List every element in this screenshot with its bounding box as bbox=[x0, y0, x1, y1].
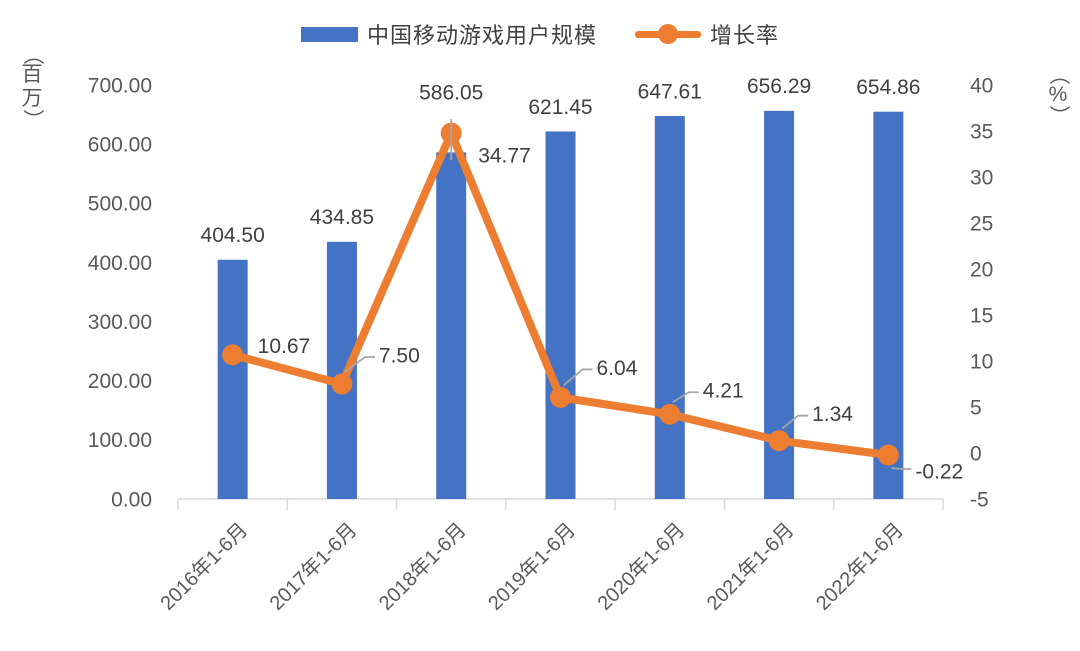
label-leader-line bbox=[781, 414, 809, 430]
x-tick-label: 2022年1-6月 bbox=[811, 518, 907, 614]
x-tick-label: 2017年1-6月 bbox=[265, 518, 361, 614]
x-tick-label: 2021年1-6月 bbox=[702, 518, 798, 614]
right-tick-label: 15 bbox=[970, 304, 993, 327]
bar-2020年1-6月 bbox=[654, 115, 685, 500]
left-tick-label: 100.00 bbox=[88, 429, 152, 452]
right-tick-label: 25 bbox=[970, 212, 993, 235]
right-axis-unit-label: （%） bbox=[1040, 64, 1076, 126]
line-value-label: 7.50 bbox=[379, 344, 420, 367]
bar-2016年1-6月 bbox=[217, 259, 248, 499]
x-tick-label: 2019年1-6月 bbox=[484, 518, 580, 614]
left-tick-label: 200.00 bbox=[88, 370, 152, 393]
bar-value-label: 404.50 bbox=[201, 224, 265, 247]
legend-item-growth-rate: 增长率 bbox=[635, 18, 779, 50]
line-point-2017年1-6月 bbox=[331, 373, 353, 395]
legend-item-user-scale: 中国移动游戏用户规模 bbox=[300, 18, 597, 50]
right-tick-label: 0 bbox=[970, 442, 982, 465]
left-tick-label: 500.00 bbox=[88, 193, 152, 216]
line-point-2020年1-6月 bbox=[659, 403, 681, 425]
line-marker-icon bbox=[635, 24, 701, 44]
label-leader-line bbox=[562, 368, 593, 387]
right-tick-label: 30 bbox=[970, 166, 993, 189]
axis-unit-char: 万 bbox=[21, 87, 43, 111]
line-value-label: 6.04 bbox=[597, 357, 638, 380]
line-value-label: 1.34 bbox=[812, 403, 853, 426]
bar-swatch-icon bbox=[300, 26, 358, 42]
line-point-2019年1-6月 bbox=[550, 386, 571, 408]
left-tick-label: 300.00 bbox=[88, 311, 152, 334]
legend: 中国移动游戏用户规模 增长率 bbox=[0, 18, 1080, 50]
legend-label: 增长率 bbox=[710, 23, 780, 48]
line-point-2022年1-6月 bbox=[877, 444, 899, 466]
line-value-label: -0.22 bbox=[915, 460, 963, 483]
bar-value-label: 654.86 bbox=[856, 76, 920, 99]
label-leader-line bbox=[891, 467, 912, 470]
label-leader-line bbox=[344, 356, 375, 373]
right-tick-label: 5 bbox=[970, 396, 982, 419]
x-tick-label: 2018年1-6月 bbox=[374, 518, 470, 614]
bar-value-label: 621.45 bbox=[528, 96, 592, 119]
bar-value-label: 586.05 bbox=[419, 81, 483, 104]
axis-unit-char: 百 bbox=[21, 63, 43, 86]
line-value-label: 10.67 bbox=[258, 335, 311, 358]
line-point-2021年1-6月 bbox=[768, 430, 790, 452]
line-value-label: 34.77 bbox=[478, 144, 531, 167]
bar-2022年1-6月 bbox=[873, 111, 904, 499]
right-tick-label: 20 bbox=[970, 258, 993, 281]
axis-unit-char: % bbox=[1048, 83, 1068, 106]
right-tick-label: 10 bbox=[970, 350, 993, 373]
bar-2018年1-6月 bbox=[436, 152, 467, 499]
right-tick-label: -5 bbox=[970, 488, 989, 511]
label-leader-line bbox=[672, 391, 699, 404]
left-tick-label: 600.00 bbox=[88, 133, 152, 156]
line-value-label: 4.21 bbox=[703, 380, 744, 403]
legend-label: 中国移动游戏用户规模 bbox=[366, 23, 597, 48]
bar-value-label: 647.61 bbox=[638, 80, 702, 103]
bar-2019年1-6月 bbox=[545, 131, 576, 499]
right-tick-label: 40 bbox=[970, 74, 993, 97]
bar-value-label: 656.29 bbox=[747, 75, 811, 98]
x-tick-label: 2020年1-6月 bbox=[593, 518, 689, 614]
left-tick-label: 700.00 bbox=[88, 74, 152, 97]
bar-2017年1-6月 bbox=[326, 241, 357, 499]
line-point-2016年1-6月 bbox=[222, 344, 244, 366]
right-tick-label: 35 bbox=[970, 120, 993, 143]
left-tick-label: 0.00 bbox=[111, 488, 152, 511]
x-tick-label: 2016年1-6月 bbox=[156, 518, 252, 614]
bar-value-label: 434.85 bbox=[310, 206, 374, 229]
left-tick-label: 400.00 bbox=[88, 252, 152, 275]
left-axis-unit-label: （百万） bbox=[14, 44, 50, 130]
